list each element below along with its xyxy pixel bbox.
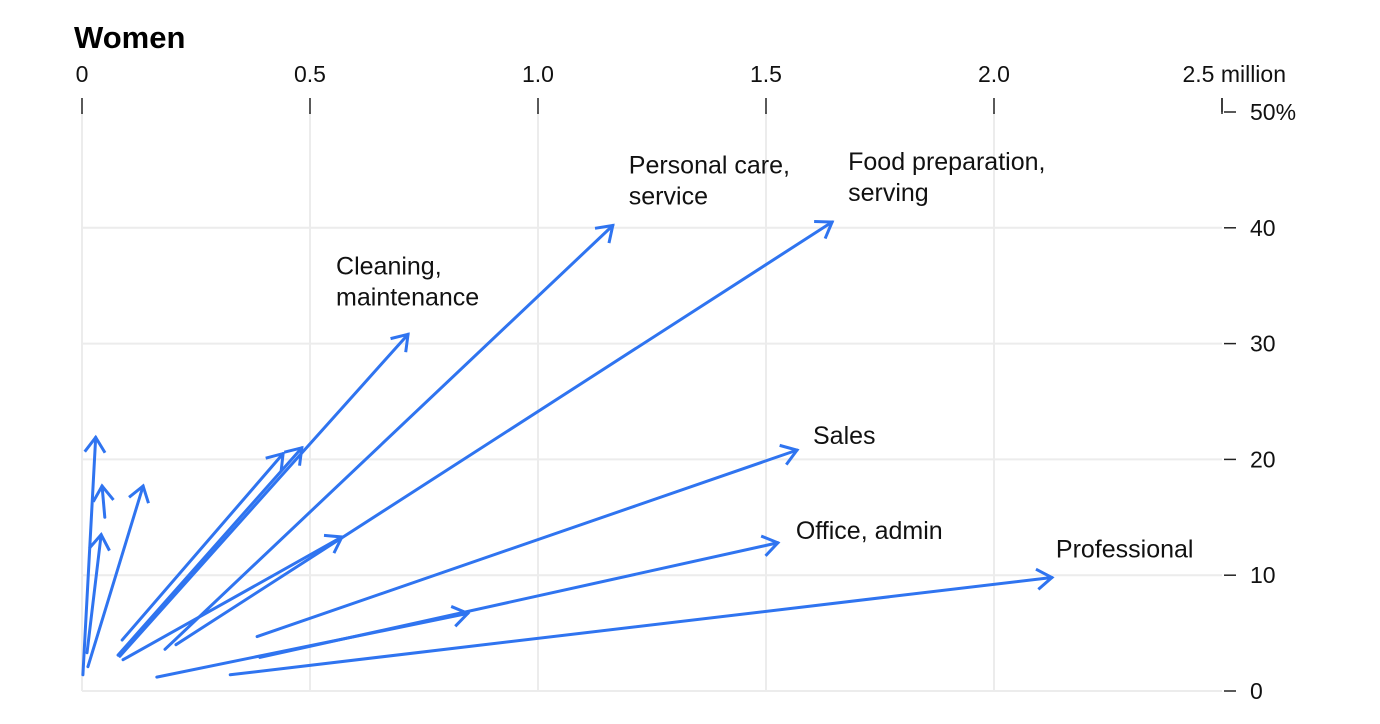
series-label: Cleaning, (336, 252, 442, 280)
arrow-shaft (100, 484, 107, 519)
arrow-shaft (258, 541, 780, 659)
arrow-shaft (163, 223, 615, 651)
series-label: maintenance (336, 283, 479, 311)
arrow-head (1035, 567, 1055, 591)
arrow (91, 483, 115, 519)
y-tick-label: 10 (1250, 562, 1276, 588)
x-tick-label: 1.0 (522, 61, 554, 87)
chart-title: Women (74, 20, 185, 55)
arrow (120, 451, 285, 642)
x-tick-label: 0 (76, 61, 89, 87)
arrow (85, 532, 111, 655)
arrow-head (83, 434, 107, 454)
arrow-head (91, 483, 115, 503)
arrow (174, 220, 835, 647)
arrow (81, 434, 107, 677)
arrow-head (779, 443, 800, 466)
series-label: service (629, 182, 708, 210)
arrow (116, 445, 304, 657)
arrow (228, 567, 1055, 677)
arrow (255, 443, 800, 639)
x-tick-label: 2.0 (978, 61, 1010, 87)
series-label: Food preparation, (848, 148, 1045, 176)
arrow-head (128, 483, 150, 504)
series-label: Professional (1056, 536, 1194, 564)
series-label: Office, admin (796, 517, 943, 545)
arrow-head (814, 220, 835, 240)
arrow-head (283, 445, 304, 466)
arrow-shaft (81, 435, 98, 677)
arrow (86, 483, 150, 669)
y-tick-label: 20 (1250, 446, 1276, 472)
series-label: Personal care, (629, 151, 790, 179)
arrow-head (390, 332, 410, 353)
arrow-shaft (85, 533, 103, 655)
arrow-shaft (86, 484, 145, 669)
arrow-shaft (228, 576, 1054, 677)
arrow-head (760, 534, 781, 557)
arrow (258, 534, 781, 659)
series-label: Sales (813, 422, 876, 450)
arrow-head (88, 532, 111, 552)
x-tick-label: 2.5 million (1182, 61, 1286, 87)
y-tick-label: 50% (1250, 99, 1296, 125)
arrow-shaft (121, 535, 344, 662)
arrow (163, 223, 615, 651)
arrow-shaft (118, 332, 410, 658)
arrow-shaft (174, 220, 834, 647)
arrow-head (450, 605, 471, 628)
arrow-shaft (255, 448, 799, 639)
x-tick-label: 0.5 (294, 61, 326, 87)
y-tick-label: 40 (1250, 215, 1276, 241)
arrow-head (265, 451, 285, 472)
arrow (118, 332, 410, 658)
arrow-head (594, 223, 615, 244)
series-label: serving (848, 179, 929, 207)
arrow-shaft (120, 452, 285, 642)
y-tick-label: 0 (1250, 678, 1263, 704)
arrow-shaft (116, 446, 304, 657)
x-tick-label: 1.5 (750, 61, 782, 87)
y-tick-label: 30 (1250, 331, 1276, 357)
